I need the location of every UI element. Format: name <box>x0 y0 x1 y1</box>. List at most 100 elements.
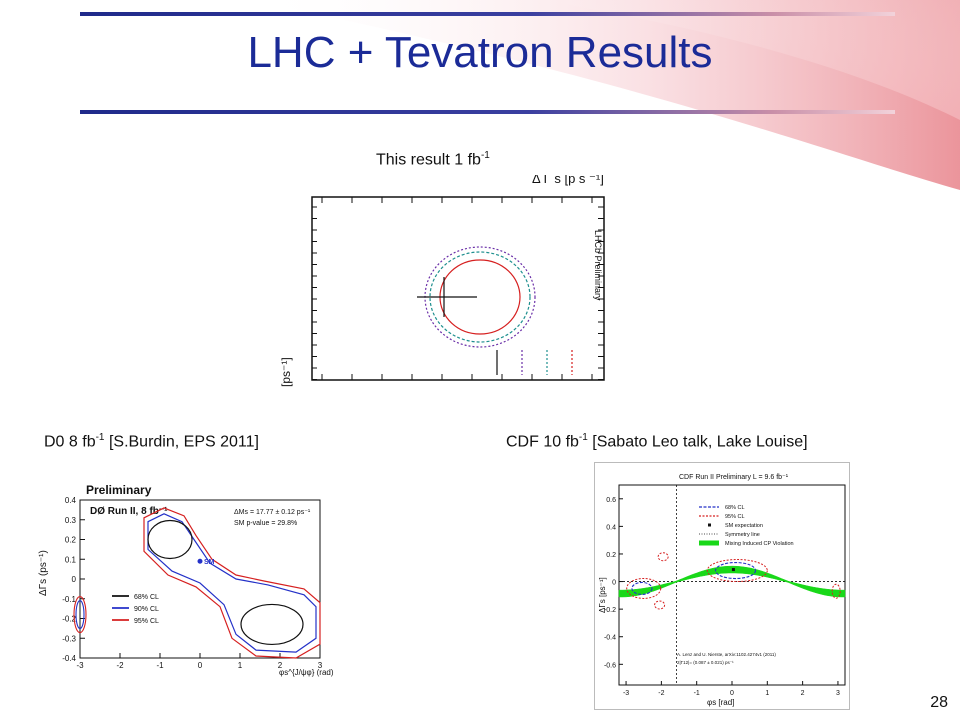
d0-sm-point <box>197 558 203 564</box>
d0-xtick-label: -1 <box>156 661 164 670</box>
caption-this-result-sup: -1 <box>480 150 490 161</box>
cdf-plot-svg: CDF Run II Preliminary L = 9.6 fb⁻¹ 0.6 0… <box>598 474 846 707</box>
d0-sm-label: SM <box>204 559 215 566</box>
cdf-ytick-label: 0.6 <box>606 497 616 504</box>
d0-ytick-label: -0.3 <box>62 634 76 643</box>
d0-ytick-label: -0.4 <box>62 654 76 663</box>
lhcb-contour-90 <box>429 251 531 343</box>
d0-ytick-label: 0 <box>72 575 77 584</box>
d0-title: Preliminary <box>86 483 152 497</box>
d0-contour-90 <box>147 513 317 653</box>
d0-plot: Preliminary DØ Run II, 8 fb⁻¹ ΔMs = 17.7… <box>34 478 334 678</box>
cdf-xtick-label: -1 <box>694 690 700 697</box>
d0-xtick-label: 3 <box>318 661 323 670</box>
cdf-plot: CDF Run II Preliminary L = 9.6 fb⁻¹ 0.6 0… <box>594 462 850 710</box>
cdf-legend-label: Mixing Induced CP Violation <box>725 541 794 547</box>
caption-cdf-sup: -1 <box>578 432 588 443</box>
d0-contour-edge-95 <box>73 596 87 634</box>
cdf-xtick-label: -3 <box>623 690 629 697</box>
cdf-contour-95-island-1 <box>657 552 669 562</box>
caption-cdf-a: CDF 10 fb <box>506 433 579 451</box>
d0-ytick-label: -0.2 <box>62 615 76 624</box>
d0-plot-svg: Preliminary DØ Run II, 8 fb⁻¹ ΔMs = 17.7… <box>38 483 334 677</box>
cdf-footnote-1: A. Lenz and U. Nierste, arXiv:1102.4274v… <box>677 652 776 657</box>
d0-xtick-label: -2 <box>116 661 124 670</box>
caption-d0: D0 8 fb-1 [S.Burdin, EPS 2011] <box>44 432 259 451</box>
lhcb-frame <box>311 196 605 381</box>
cdf-legend-label: 95% CL <box>725 514 745 520</box>
d0-contours: SM <box>73 507 321 659</box>
caption-d0-a: D0 8 fb <box>44 433 96 451</box>
d0-ytick-label: 0.3 <box>65 516 77 525</box>
cdf-xtick-label: 2 <box>801 690 805 697</box>
d0-legend-label: 90% CL <box>134 606 159 613</box>
d0-xtick-label: 2 <box>278 661 283 670</box>
cdf-title: CDF Run II Preliminary L = 9.6 fb⁻¹ <box>679 474 789 481</box>
lhcb-legend <box>496 350 573 375</box>
d0-contour-edge-90 <box>75 600 85 630</box>
lhcb-plot: Δ Γ s [p s ⁻¹] [ps⁻¹] LHCb Preliminary <box>262 171 632 403</box>
cdf-ytick-label: 0.2 <box>606 552 616 559</box>
d0-ytick-label: 0.2 <box>65 536 77 545</box>
d0-ytick-label: -0.1 <box>62 595 76 604</box>
cdf-xtick-label: 1 <box>765 690 769 697</box>
lhcb-rotated-labels: Δ Γ s [p s ⁻¹] [ps⁻¹] LHCb Preliminary <box>279 171 604 387</box>
d0-ytick-label: 0.1 <box>65 555 77 564</box>
cdf-xlabel: φs [rad] <box>707 698 734 707</box>
caption-cdf-b: [Sabato Leo talk, Lake Louise] <box>587 433 808 451</box>
caption-cdf: CDF 10 fb-1 [Sabato Leo talk, Lake Louis… <box>506 432 808 451</box>
caption-d0-sup: -1 <box>95 432 105 443</box>
cdf-footnote-2: 2|Γ12|= (0.087 ± 0.021) ps⁻¹ <box>677 660 734 665</box>
lhcb-axis-label-top: Δ Γ s [p s ⁻¹] <box>532 175 604 186</box>
cdf-xtick-label: 3 <box>836 690 840 697</box>
cdf-sm-point <box>731 568 735 572</box>
d0-ytick-label: 0.4 <box>65 496 77 505</box>
d0-annotation-pvalue: SM p-value = 29.8% <box>234 520 297 527</box>
slide-title: LHC + Tevatron Results <box>247 28 713 77</box>
d0-ylabel: ΔΓs (ps⁻¹) <box>38 550 49 596</box>
caption-d0-b: [S.Burdin, EPS 2011] <box>104 433 259 451</box>
cdf-ytick-label: -0.6 <box>604 662 616 669</box>
cdf-contour-95-left <box>626 577 662 599</box>
cdf-legend-label: SM expectation <box>725 523 763 529</box>
d0-ticks: 0.4 0.3 0.2 0.1 0 -0.1 -0.2 -0.3 -0.4-3 -2 -1 0 1 2 3 <box>62 496 323 670</box>
caption-this-result-text: This result 1 fb <box>376 151 481 169</box>
cdf-ytick-label: 0.4 <box>606 524 616 531</box>
cdf-legend-label: Symmetry line <box>725 532 760 538</box>
cdf-ytick-label: 0 <box>612 580 616 587</box>
caption-this-result: This result 1 fb-1 <box>376 150 490 169</box>
d0-legend: 68% CL 90% CL 95% CL <box>112 594 159 625</box>
lhcb-contours <box>417 246 536 348</box>
d0-xtick-label: 1 <box>238 661 243 670</box>
cdf-contour-95-island-2 <box>654 600 666 610</box>
d0-contour-68-upper <box>147 519 193 560</box>
cdf-xtick-label: -2 <box>658 690 664 697</box>
cdf-contour-68-left <box>631 581 653 595</box>
lhcb-ticks <box>312 197 604 380</box>
d0-contour-68-lower <box>240 603 304 646</box>
d0-contour-95 <box>143 507 321 659</box>
cdf-ticks: 0.6 0.4 0.2 0 -0.2 -0.4 -0.6 -3 -2 -1 0 1 2 3 <box>604 497 840 697</box>
cdf-legend-label: 68% CL <box>725 505 745 511</box>
cdf-ytick-label: -0.2 <box>604 607 616 614</box>
lhcb-axis-label-left: [ps⁻¹] <box>279 357 293 387</box>
cdf-legend-swatch <box>708 523 711 527</box>
d0-annotation-dm: ΔMs = 17.77 ± 0.12 ps⁻¹ <box>234 509 311 516</box>
cdf-cp-band <box>618 565 846 598</box>
cdf-ylabel: ΔΓs [ps⁻¹] <box>598 577 607 613</box>
d0-xlabel: φs^{J/ψφ} (rad) <box>279 668 334 677</box>
cdf-ytick-label: -0.4 <box>604 635 616 642</box>
d0-xtick-label: 0 <box>198 661 203 670</box>
cdf-legend: 68% CL 95% CL SM expectation Symmetry line M… <box>699 505 794 547</box>
cdf-contour-95-edge <box>831 583 841 599</box>
lhcb-plot-svg: Δ Γ s [p s ⁻¹] [ps⁻¹] LHCb Preliminary <box>279 171 605 387</box>
bottom-rule <box>80 110 895 114</box>
d0-legend-label: 68% CL <box>134 594 159 601</box>
d0-legend-label: 95% CL <box>134 618 159 625</box>
top-rule <box>80 12 895 16</box>
d0-subtitle: DØ Run II, 8 fb⁻¹ <box>90 506 168 517</box>
lhcb-preliminary: LHCb Preliminary <box>593 230 603 301</box>
page-number: 28 <box>930 694 948 711</box>
cdf-contour-68-right <box>714 561 757 580</box>
